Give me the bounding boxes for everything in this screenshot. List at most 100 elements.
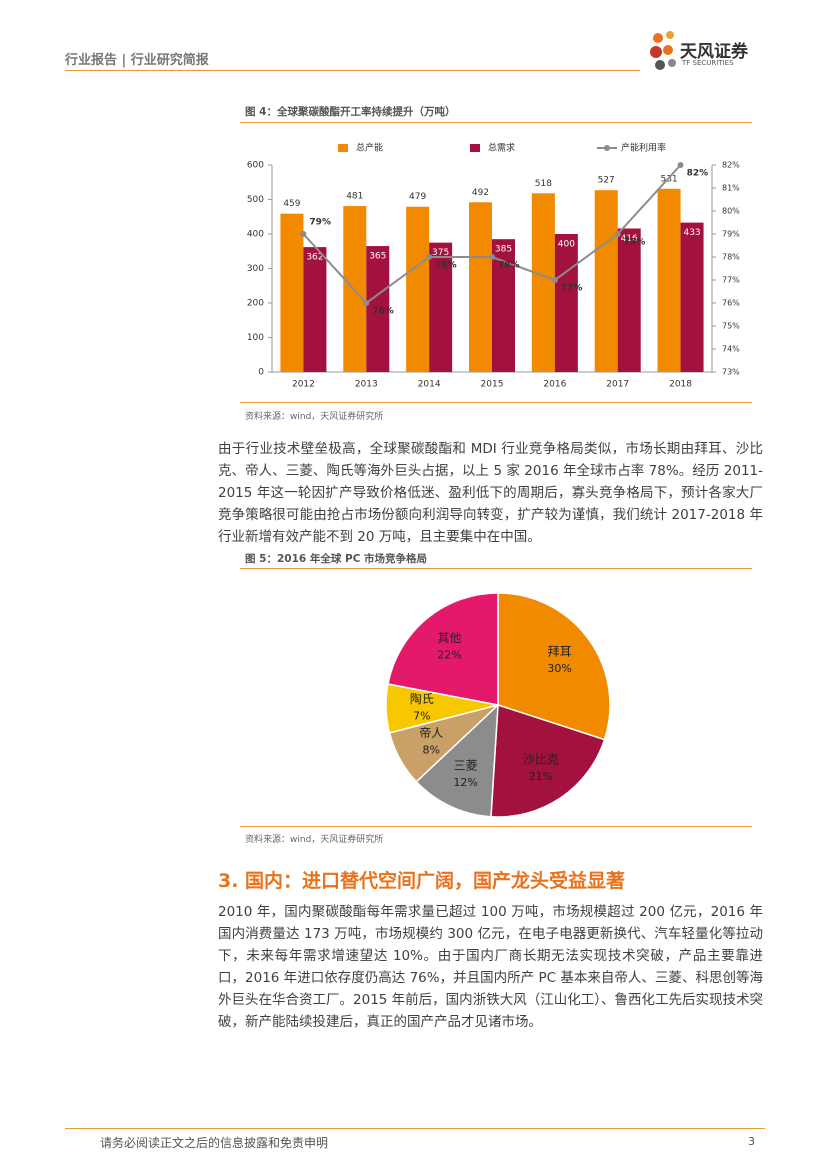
slice-label: 拜耳: [548, 645, 572, 659]
data-label: 76%: [372, 307, 394, 317]
x-tick-label: 2018: [669, 380, 692, 390]
data-label: 416: [621, 234, 638, 244]
y2-tick-label: 82%: [722, 161, 740, 170]
line-marker: [300, 231, 307, 237]
y2-tick-label: 80%: [722, 207, 740, 216]
y2-tick-label: 75%: [722, 322, 740, 331]
slice-label: 三菱: [454, 758, 478, 772]
x-tick-label: 2013: [355, 380, 378, 390]
figure-title: 图 5：2016 年全球 PC 市场竞争格局: [245, 553, 428, 565]
y2-tick-label: 79%: [722, 230, 740, 239]
line-marker: [677, 162, 684, 168]
pie-slice: [497, 592, 611, 741]
data-label: 385: [495, 245, 512, 255]
page-number: 3: [748, 1135, 755, 1148]
y2-tick-label: 76%: [722, 299, 740, 308]
slice-value: 8%: [423, 744, 440, 757]
data-label: 78%: [498, 261, 520, 271]
source-note: 资料来源：wind，天风证券研究所: [245, 412, 384, 422]
data-label: 479: [409, 192, 426, 202]
data-label: 433: [683, 228, 700, 238]
header-rule: [65, 70, 640, 71]
data-label: 78%: [435, 261, 457, 271]
bar: [406, 206, 430, 372]
logo-subtext: TF SECURITIES: [682, 59, 734, 67]
data-label: 492: [472, 188, 489, 198]
data-label: 531: [660, 174, 677, 184]
footer-disclaimer: 请务必阅读正文之后的信息披露和免责申明: [100, 1136, 329, 1150]
x-tick-label: 2017: [606, 380, 629, 390]
x-tick-label: 2012: [292, 380, 315, 390]
bar: [492, 239, 515, 372]
logo-mark: [650, 31, 676, 70]
legend-label: 总产能: [356, 142, 383, 154]
figure-rule: [240, 122, 752, 123]
y2-tick-label: 77%: [722, 276, 740, 285]
y-tick-label: 600: [247, 161, 264, 171]
bar: [303, 247, 327, 372]
header-title: 行业报告 | 行业研究简报: [65, 53, 209, 68]
bar: [429, 242, 453, 372]
slice-value: 30%: [547, 662, 571, 675]
pie-slice: [387, 592, 499, 706]
y-tick-label: 300: [247, 264, 264, 274]
slice-label: 沙比克: [523, 752, 559, 766]
slice-label: 陶氏: [410, 691, 434, 706]
bar: [280, 213, 304, 372]
paragraph: 2010 年，国内聚碳酸酯每年需求量已超过 100 万吨，市场规模超过 200 …: [218, 904, 763, 1030]
data-label: 459: [283, 199, 300, 209]
bar: [617, 228, 641, 372]
x-tick-label: 2016: [543, 380, 566, 390]
data-label: 400: [558, 240, 575, 250]
data-label: 79%: [624, 238, 646, 248]
legend-swatch: [338, 144, 348, 152]
figure-title: 图 4：全球聚碳酸酯开工率持续提升（万吨）: [245, 106, 456, 118]
y2-tick-label: 81%: [722, 184, 740, 193]
data-label: 518: [535, 179, 552, 189]
data-label: 362: [306, 253, 323, 263]
data-label: 82%: [687, 169, 709, 179]
x-tick-label: 2014: [418, 380, 441, 390]
x-tick-label: 2015: [481, 380, 504, 390]
y2-tick-label: 73%: [722, 368, 740, 377]
figure-rule: [240, 568, 752, 569]
bar: [680, 222, 704, 372]
slice-value: 22%: [437, 648, 461, 661]
y-tick-label: 0: [258, 368, 264, 378]
bar: [554, 234, 578, 372]
slice-value: 12%: [453, 776, 477, 789]
slice-value: 7%: [413, 709, 430, 722]
slice-label: 帝人: [419, 725, 443, 740]
pie-slice: [490, 703, 606, 818]
data-label: 375: [432, 248, 449, 258]
footer-rule: [65, 1128, 765, 1129]
data-label: 527: [598, 176, 615, 186]
legend-swatch: [604, 145, 610, 151]
bar: [531, 193, 555, 372]
line-marker: [551, 277, 558, 283]
legend-label: 总需求: [488, 142, 515, 154]
slice-label: 其他: [437, 631, 461, 645]
bar: [366, 246, 390, 372]
bar: [469, 202, 492, 372]
figure-rule: [240, 826, 752, 827]
line-marker: [614, 231, 621, 237]
pie-slice: [415, 703, 499, 818]
y-tick-label: 500: [247, 195, 264, 205]
y-tick-label: 400: [247, 230, 264, 240]
logo-text: 天风证券: [680, 42, 748, 62]
y-tick-label: 100: [247, 333, 264, 343]
bar: [594, 190, 618, 372]
legend-swatch: [470, 144, 480, 152]
data-label: 481: [346, 192, 363, 202]
figure-rule: [240, 402, 752, 403]
slice-value: 21%: [529, 770, 553, 783]
data-label: 79%: [309, 218, 331, 228]
legend-label: 产能利用率: [621, 142, 666, 154]
source-note: 资料来源：wind，天风证券研究所: [245, 835, 384, 845]
data-label: 365: [369, 252, 386, 262]
line-marker: [426, 254, 433, 260]
y-tick-label: 200: [247, 299, 264, 309]
